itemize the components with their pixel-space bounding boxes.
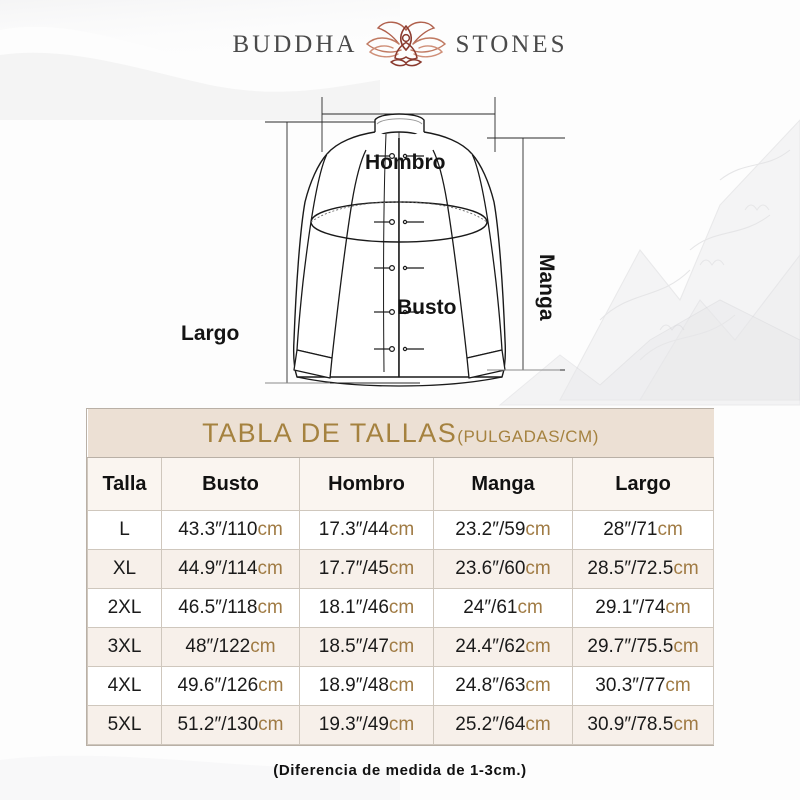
- table-title-units: (PULGADAS/CM): [457, 426, 599, 446]
- cell-bust: 48″/122cm: [161, 627, 300, 667]
- size-chart-table: TABLA DE TALLAS(PULGADAS/CM) Talla Busto…: [87, 409, 715, 745]
- cell-size: 3XL: [87, 627, 162, 667]
- column-header-size: Talla: [87, 457, 162, 511]
- cell-length: 29.7″/75.5cm: [571, 627, 715, 667]
- table-row: 4XL 49.6″/126cm 18.9″/48cm 24.8″/63cm 30…: [87, 666, 715, 706]
- table-title: TABLA DE TALLAS(PULGADAS/CM): [87, 409, 714, 458]
- measurement-tolerance-note: (Diferencia de medida de 1-3cm.): [273, 762, 527, 779]
- cell-bust: 46.5″/118cm: [161, 588, 300, 628]
- cell-length: 29.1″/74cm: [571, 588, 715, 628]
- size-chart-table-container: TABLA DE TALLAS(PULGADAS/CM) Talla Busto…: [86, 408, 715, 746]
- cell-sleeve: 23.6″/60cm: [433, 549, 573, 589]
- cell-shoulder: 19.3″/49cm: [299, 705, 434, 745]
- cell-size: 4XL: [87, 666, 162, 706]
- table-header-row: Talla Busto Hombro Manga Largo: [87, 457, 715, 511]
- table-title-row: TABLA DE TALLAS(PULGADAS/CM): [87, 409, 714, 458]
- column-header-bust: Busto: [161, 457, 300, 511]
- cell-size: 5XL: [87, 705, 162, 745]
- cell-bust: 44.9″/114cm: [161, 549, 300, 589]
- cell-shoulder: 18.1″/46cm: [299, 588, 434, 628]
- table-body: L 43.3″/110cm 17.3″/44cm 23.2″/59cm 28″/…: [87, 510, 715, 745]
- cell-bust: 43.3″/110cm: [161, 510, 300, 550]
- cell-shoulder: 17.3″/44cm: [299, 510, 434, 550]
- dimension-label-bust: Busto: [397, 296, 457, 319]
- table-row: 3XL 48″/122cm 18.5″/47cm 24.4″/62cm 29.7…: [87, 627, 715, 667]
- cell-bust: 51.2″/130cm: [161, 705, 300, 745]
- dimension-label-shoulder: Hombro: [365, 151, 446, 174]
- cell-sleeve: 24.8″/63cm: [433, 666, 573, 706]
- dimension-label-length: Largo: [181, 322, 240, 345]
- cell-length: 28.5″/72.5cm: [571, 549, 715, 589]
- column-header-length: Largo: [571, 457, 715, 511]
- brand-word-right: STONES: [455, 31, 568, 58]
- cell-sleeve: 25.2″/64cm: [433, 705, 573, 745]
- cell-shoulder: 18.9″/48cm: [299, 666, 434, 706]
- table-row: 5XL 51.2″/130cm 19.3″/49cm 25.2″/64cm 30…: [87, 705, 715, 745]
- table-row: L 43.3″/110cm 17.3″/44cm 23.2″/59cm 28″/…: [87, 510, 715, 550]
- column-header-shoulder: Hombro: [299, 457, 434, 511]
- dimension-label-sleeve: Manga: [535, 254, 558, 321]
- cell-size: 2XL: [87, 588, 162, 628]
- table-row: 2XL 46.5″/118cm 18.1″/46cm 24″/61cm 29.1…: [87, 588, 715, 628]
- tang-jacket-icon: [265, 97, 565, 387]
- garment-measurement-diagram: Hombro Busto Largo Manga: [0, 72, 800, 402]
- lotus-meditation-icon: [366, 21, 447, 67]
- brand-logo: BUDDHA STONES: [0, 18, 800, 72]
- table-title-main: TABLA DE TALLAS: [202, 417, 458, 448]
- cell-length: 28″/71cm: [571, 510, 715, 550]
- cell-shoulder: 18.5″/47cm: [299, 627, 434, 667]
- cell-sleeve: 23.2″/59cm: [433, 510, 573, 550]
- table-row: XL 44.9″/114cm 17.7″/45cm 23.6″/60cm 28.…: [87, 549, 715, 589]
- cell-length: 30.3″/77cm: [571, 666, 715, 706]
- cell-sleeve: 24″/61cm: [433, 588, 573, 628]
- cell-bust: 49.6″/126cm: [161, 666, 300, 706]
- cell-length: 30.9″/78.5cm: [571, 705, 715, 745]
- cell-shoulder: 17.7″/45cm: [299, 549, 434, 589]
- cell-sleeve: 24.4″/62cm: [433, 627, 573, 667]
- column-header-sleeve: Manga: [433, 457, 573, 511]
- cell-size: L: [87, 510, 162, 550]
- brand-word-left: BUDDHA: [232, 31, 358, 58]
- cell-size: XL: [87, 549, 162, 589]
